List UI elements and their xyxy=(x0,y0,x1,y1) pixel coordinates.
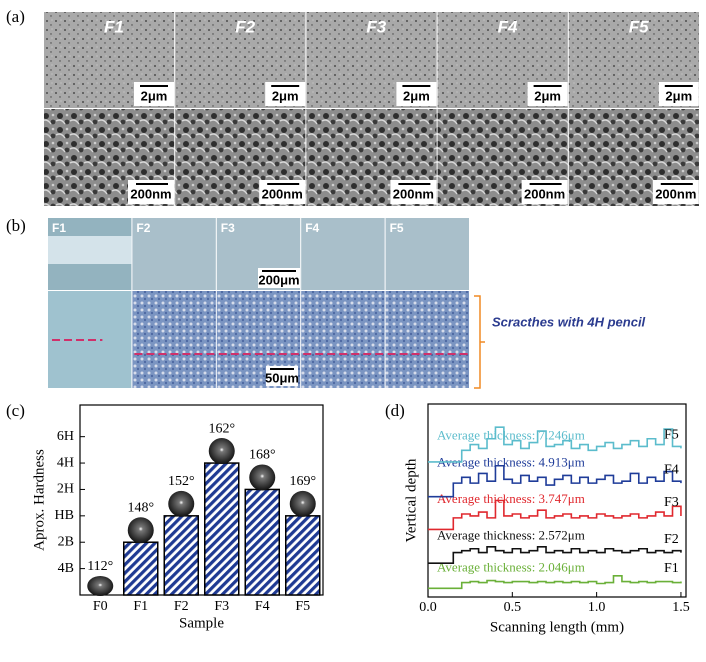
annotation: Scracthes with 4H pencil xyxy=(492,314,646,329)
x-tick-label: 1.5 xyxy=(672,600,690,615)
profile-line xyxy=(428,499,682,531)
scale-label: 200nm xyxy=(524,186,565,201)
sample-label: F1 xyxy=(52,221,66,235)
series-label: F5 xyxy=(664,428,679,443)
panel-label: (c) xyxy=(6,401,25,420)
scratch xyxy=(48,236,132,264)
optical-image xyxy=(301,291,385,388)
optical-image xyxy=(301,218,385,290)
profile-line xyxy=(428,546,682,565)
optical-image xyxy=(132,218,216,290)
sample-label: F2 xyxy=(235,17,255,36)
bar xyxy=(244,488,280,596)
y-tick-label: 2H xyxy=(57,482,74,497)
contact-angle: 169° xyxy=(289,474,316,489)
sample-label: F3 xyxy=(221,221,235,235)
sample-label: F5 xyxy=(390,221,404,235)
panel-label: (a) xyxy=(6,7,25,26)
series-label: F2 xyxy=(664,532,679,547)
y-tick-label: 6H xyxy=(57,429,74,444)
y-axis-label: Vertical depth xyxy=(403,458,419,542)
droplet xyxy=(249,464,276,491)
optical-image xyxy=(132,291,216,388)
scale-label: 2μm xyxy=(141,88,168,103)
x-tick-label: F4 xyxy=(255,599,270,614)
y-tick-label: 4H xyxy=(57,455,74,470)
thickness-annotation: Average thickness: 4.913μm xyxy=(437,454,585,469)
scale-box xyxy=(258,268,300,288)
y-axis-label: Aprox. Hardness xyxy=(31,449,47,551)
sample-label: F2 xyxy=(136,221,150,235)
sample-label: F4 xyxy=(305,221,319,235)
scale-label: 2μm xyxy=(534,88,561,103)
droplet xyxy=(127,517,154,544)
profile-line xyxy=(428,426,682,463)
y-tick-label: 2B xyxy=(58,534,74,549)
scale-label: 2μm xyxy=(272,88,299,103)
x-tick-label: 1.0 xyxy=(588,600,606,615)
y-tick-label: 4B xyxy=(58,561,74,576)
contact-angle: 112° xyxy=(87,559,113,574)
thickness-annotation: Average thickness: 2.572μm xyxy=(437,528,585,543)
sample-label: F4 xyxy=(498,17,518,36)
droplet xyxy=(87,576,114,596)
x-tick-label: 0.0 xyxy=(419,600,437,615)
thickness-annotation: Average thickness: 7.246μm xyxy=(437,427,585,442)
series-label: F1 xyxy=(664,561,679,576)
sample-label: F3 xyxy=(366,17,386,36)
sample-label: F1 xyxy=(104,17,124,36)
scale-box xyxy=(266,366,298,386)
x-tick-label: 0.5 xyxy=(504,600,522,615)
thickness-annotation: Average thickness: 2.046μm xyxy=(437,560,585,575)
bracket xyxy=(474,295,485,389)
bar xyxy=(285,515,321,596)
profile-line xyxy=(428,464,682,498)
x-tick-label: F2 xyxy=(174,599,189,614)
droplet xyxy=(289,490,316,517)
scale-label: 200nm xyxy=(262,186,303,201)
x-tick-label: F3 xyxy=(214,599,229,614)
contact-angle: 162° xyxy=(208,421,235,436)
panel-label: (d) xyxy=(385,401,405,420)
series-label: F4 xyxy=(664,462,679,477)
x-tick-label: F0 xyxy=(93,599,108,614)
scale-label: 200nm xyxy=(393,186,434,201)
bar xyxy=(204,462,240,596)
plot-frame xyxy=(427,403,687,598)
scale-label: 200nm xyxy=(130,186,171,201)
optical-image xyxy=(385,291,469,388)
x-tick-label: F1 xyxy=(133,599,148,614)
y-tick-label: HB xyxy=(55,508,74,523)
scale-label: 2μm xyxy=(403,88,430,103)
scale-label: 2μm xyxy=(665,88,692,103)
bar xyxy=(163,515,199,596)
x-axis-label: Sample xyxy=(179,615,224,631)
bar xyxy=(123,541,159,596)
optical-image xyxy=(385,218,469,290)
thickness-annotation: Average thickness: 3.747μm xyxy=(437,491,585,506)
panel-label: (b) xyxy=(6,216,26,235)
x-tick-label: F5 xyxy=(295,599,310,614)
scale-label: 200μm xyxy=(258,272,299,287)
droplet xyxy=(168,490,195,517)
contact-angle: 152° xyxy=(168,474,195,489)
sample-label: F5 xyxy=(629,17,649,36)
scale-label: 200nm xyxy=(655,186,696,201)
plot-frame xyxy=(79,404,324,596)
series-label: F3 xyxy=(664,495,679,510)
droplet xyxy=(208,438,235,465)
contact-angle: 168° xyxy=(249,448,276,463)
scale-label: 50μm xyxy=(265,370,299,385)
x-axis-label: Scanning length (mm) xyxy=(490,619,624,635)
contact-angle: 148° xyxy=(127,500,154,515)
profile-line xyxy=(428,574,682,590)
